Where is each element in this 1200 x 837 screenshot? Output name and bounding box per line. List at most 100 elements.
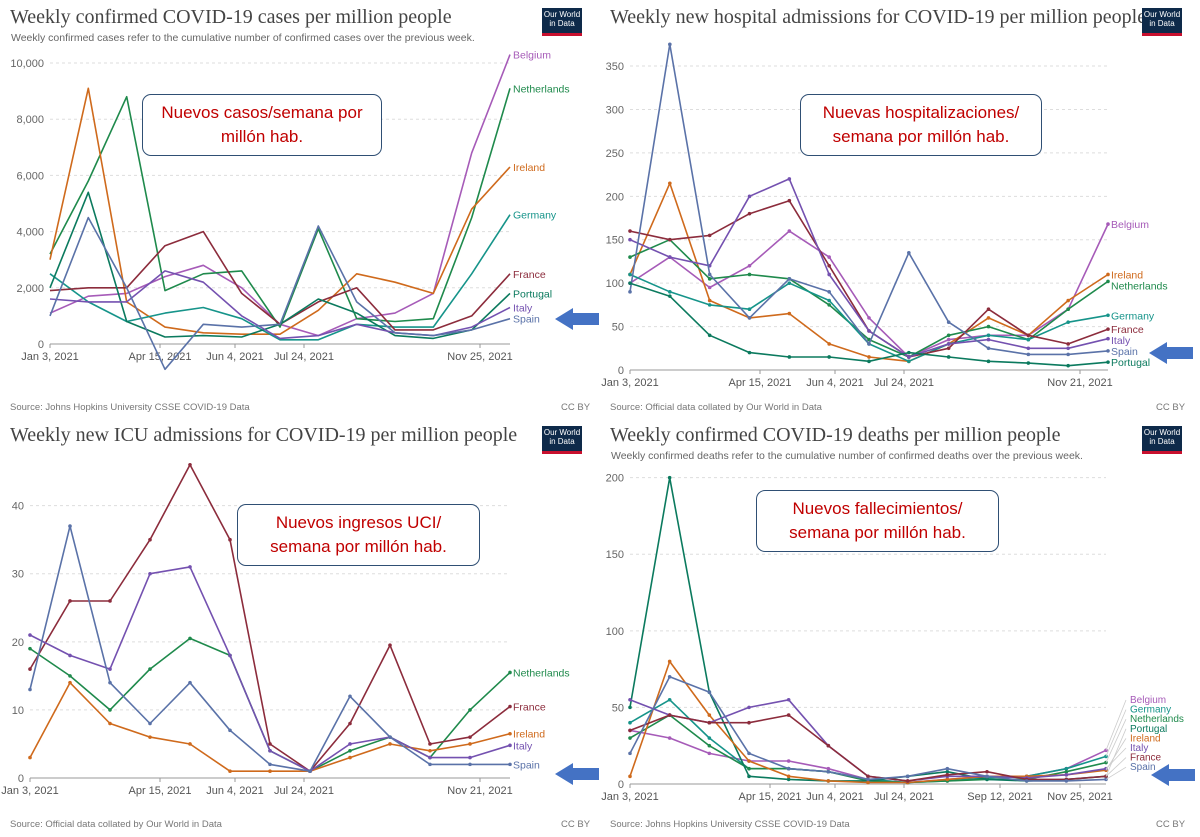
data-point	[1026, 346, 1031, 351]
license-label: CC BY	[1156, 819, 1186, 830]
data-point	[985, 769, 989, 774]
chart-title: Weekly confirmed COVID-19 cases per mill…	[10, 6, 452, 28]
series-label: Belgium	[1130, 695, 1166, 706]
arrow-icon	[1149, 342, 1193, 364]
data-point	[667, 713, 672, 717]
data-point	[1026, 361, 1031, 365]
data-point	[68, 653, 72, 658]
x-tick-label: Jun 4, 2021	[206, 351, 264, 363]
data-point	[1026, 333, 1031, 338]
x-tick-label: Nov 25, 2021	[1047, 791, 1112, 803]
series-line-portugal	[629, 282, 1109, 367]
data-point	[1106, 327, 1110, 331]
data-point	[28, 646, 32, 651]
data-point	[707, 751, 712, 756]
data-point	[787, 277, 792, 281]
data-point	[986, 346, 991, 351]
data-point	[747, 350, 752, 355]
data-point	[786, 759, 791, 763]
data-point	[668, 181, 672, 186]
data-point	[827, 263, 831, 268]
label-connector	[1105, 709, 1127, 757]
series-label: Italy	[1111, 335, 1131, 347]
x-tick-label: Apr 15, 2021	[739, 791, 802, 803]
data-point	[68, 599, 72, 603]
y-tick-label: 150	[606, 549, 624, 561]
x-tick-label: Nov 21, 2021	[447, 785, 512, 797]
arrow-icon	[555, 763, 599, 785]
data-point	[707, 272, 712, 277]
data-point	[1026, 352, 1031, 357]
data-point	[786, 713, 791, 717]
y-tick-label: 30	[12, 569, 24, 581]
license-label: CC BY	[1156, 402, 1186, 413]
data-point	[1066, 342, 1070, 346]
series-label: France	[1130, 753, 1162, 764]
data-point	[108, 708, 112, 712]
label-connector	[1105, 766, 1127, 780]
series-line-ireland	[629, 182, 1109, 363]
data-point	[946, 342, 951, 346]
data-point	[1066, 346, 1070, 351]
data-point	[667, 659, 672, 664]
data-point	[1066, 363, 1070, 368]
data-point	[428, 762, 432, 767]
license-label: CC BY	[561, 402, 591, 413]
x-tick-label: Jun 4, 2021	[806, 377, 864, 389]
y-tick-label: 40	[12, 501, 24, 513]
data-point	[148, 735, 152, 739]
data-point	[667, 736, 672, 740]
data-point	[188, 463, 192, 467]
data-point	[1106, 272, 1110, 277]
data-point	[1066, 307, 1070, 312]
data-point	[268, 748, 272, 753]
data-point	[28, 687, 32, 692]
data-point	[867, 316, 871, 320]
x-tick-label: Apr 15, 2021	[729, 377, 792, 389]
data-point	[628, 272, 632, 277]
data-point	[866, 777, 870, 782]
data-point	[907, 359, 911, 364]
data-point	[707, 736, 712, 740]
x-tick-label: Jul 24, 2021	[274, 785, 334, 797]
y-tick-label: 0	[38, 339, 44, 351]
data-point	[108, 667, 112, 671]
series-label: Belgium	[1111, 219, 1149, 231]
data-point	[348, 742, 352, 746]
data-point	[867, 342, 871, 346]
series-label: Italy	[1130, 743, 1148, 754]
data-point	[468, 735, 472, 739]
chart-plot-deaths: 0 50 100 150 200 Jan 3, 2021 Apr 15, 2021 Jun 4…	[601, 473, 1184, 803]
data-point	[188, 636, 192, 641]
data-point	[866, 780, 870, 785]
x-tick-label: Nov 25, 2021	[447, 351, 512, 363]
data-point	[1106, 336, 1110, 341]
y-tick-label: 100	[606, 626, 624, 638]
data-point	[827, 355, 831, 359]
data-point	[348, 721, 352, 726]
data-point	[228, 653, 232, 658]
data-point	[867, 329, 871, 333]
data-point	[907, 250, 911, 255]
data-point	[826, 743, 831, 748]
data-point	[827, 303, 831, 307]
x-tick-label: Jun 4, 2021	[206, 785, 264, 797]
series-label: Spain	[1130, 762, 1156, 773]
series-label: Spain	[513, 314, 540, 326]
annotation-box: Nuevas hospitalizaciones/ semana por mil…	[800, 94, 1042, 156]
data-point	[1066, 320, 1070, 325]
data-point	[468, 762, 472, 767]
chart-plot-icu: 0 10 20 30 40 Jan 3, 2021 Apr 15, 2021 Jun 4, 2…	[1, 463, 570, 797]
chart-title: Weekly new ICU admissions for COVID-19 p…	[10, 424, 518, 446]
data-point	[228, 728, 232, 733]
series-line-netherlands	[629, 714, 1107, 784]
data-point	[1024, 779, 1029, 783]
data-point	[628, 774, 632, 779]
data-point	[866, 774, 870, 779]
series-label: Netherlands	[513, 83, 570, 95]
data-point	[826, 766, 831, 771]
y-tick-label: 8,000	[16, 114, 44, 126]
data-point	[946, 333, 951, 338]
data-point	[668, 42, 672, 47]
series-label: Germany	[513, 210, 557, 222]
